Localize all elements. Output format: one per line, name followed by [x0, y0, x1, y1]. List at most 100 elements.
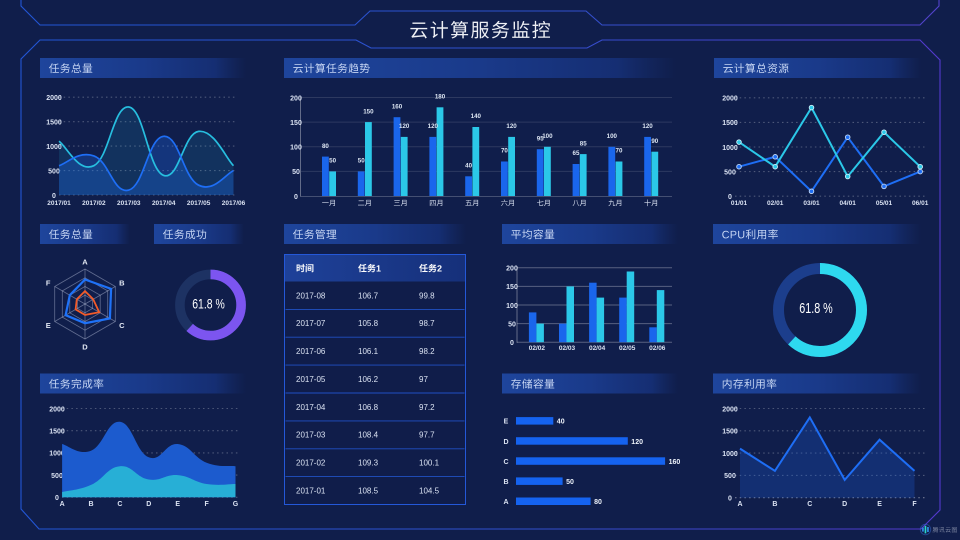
svg-text:C: C	[503, 459, 508, 466]
svg-text:A: A	[82, 257, 88, 266]
svg-text:500: 500	[724, 169, 736, 176]
svg-text:2000: 2000	[49, 406, 65, 413]
svg-text:120: 120	[428, 123, 439, 130]
svg-text:109.3: 109.3	[358, 459, 379, 468]
svg-text:95: 95	[537, 135, 544, 142]
svg-text:200: 200	[290, 95, 302, 102]
svg-text:100: 100	[542, 133, 553, 140]
svg-text:1000: 1000	[722, 145, 738, 152]
svg-text:2017-02: 2017-02	[296, 459, 326, 468]
svg-text:50: 50	[329, 158, 336, 165]
svg-text:61.8 %: 61.8 %	[192, 296, 225, 312]
svg-text:50: 50	[508, 321, 516, 328]
svg-text:B: B	[503, 479, 508, 486]
svg-text:C: C	[117, 501, 122, 508]
svg-text:40: 40	[465, 163, 472, 170]
svg-text:2017/02: 2017/02	[82, 200, 106, 207]
svg-text:02/04: 02/04	[589, 345, 606, 352]
svg-text:2000: 2000	[46, 95, 62, 102]
svg-text:0: 0	[294, 194, 298, 201]
svg-text:02/01: 02/01	[767, 200, 784, 207]
svg-text:1500: 1500	[49, 429, 65, 436]
svg-text:B: B	[119, 279, 125, 288]
svg-text:108.4: 108.4	[358, 431, 379, 440]
svg-text:01/01: 01/01	[731, 200, 748, 207]
svg-text:1500: 1500	[46, 120, 62, 127]
svg-text:A: A	[737, 501, 742, 508]
svg-text:100: 100	[607, 133, 618, 140]
svg-text:150: 150	[363, 108, 374, 115]
svg-text:2000: 2000	[722, 406, 738, 413]
svg-text:61.8 %: 61.8 %	[799, 300, 833, 317]
svg-text:50: 50	[358, 158, 365, 165]
svg-text:106.8: 106.8	[358, 403, 379, 412]
svg-text:70: 70	[501, 148, 508, 155]
svg-text:2017-08: 2017-08	[296, 291, 326, 300]
svg-text:2017/03: 2017/03	[117, 200, 141, 207]
svg-text:B: B	[88, 501, 93, 508]
svg-text:500: 500	[48, 168, 60, 175]
svg-text:160: 160	[669, 459, 681, 466]
svg-text:0: 0	[52, 193, 56, 200]
svg-text:2017-05: 2017-05	[296, 375, 326, 384]
svg-text:150: 150	[506, 284, 518, 291]
svg-text:0: 0	[510, 340, 514, 347]
svg-text:2017/06: 2017/06	[222, 200, 246, 207]
svg-text:B: B	[772, 501, 777, 508]
svg-text:D: D	[503, 439, 508, 446]
svg-text:160: 160	[392, 103, 403, 110]
svg-text:1000: 1000	[722, 451, 738, 458]
svg-text:99.8: 99.8	[419, 291, 435, 300]
svg-text:106.2: 106.2	[358, 375, 379, 384]
svg-text:03/01: 03/01	[803, 200, 820, 207]
svg-text:120: 120	[399, 123, 410, 130]
svg-text:97: 97	[419, 375, 428, 384]
svg-text:2017/05: 2017/05	[187, 200, 211, 207]
svg-text:2017-06: 2017-06	[296, 347, 326, 356]
svg-text:1000: 1000	[49, 451, 65, 458]
svg-text:2017-03: 2017-03	[296, 431, 326, 440]
svg-text:E: E	[46, 321, 51, 330]
svg-text:05/01: 05/01	[876, 200, 893, 207]
svg-text:150: 150	[290, 120, 302, 127]
svg-text:0: 0	[55, 495, 59, 502]
svg-text:50: 50	[566, 479, 574, 486]
svg-text:E: E	[175, 501, 180, 508]
svg-text:D: D	[842, 501, 847, 508]
svg-text:C: C	[807, 501, 812, 508]
svg-text:65: 65	[573, 150, 580, 157]
svg-text:97.7: 97.7	[419, 431, 435, 440]
svg-text:D: D	[82, 342, 88, 351]
svg-text:85: 85	[580, 140, 587, 147]
svg-text:40: 40	[557, 419, 565, 426]
svg-text:06/01: 06/01	[912, 200, 929, 207]
svg-text:140: 140	[471, 113, 482, 120]
svg-text:104.5: 104.5	[419, 486, 440, 495]
svg-text:98.2: 98.2	[419, 347, 435, 356]
svg-text:500: 500	[51, 473, 63, 480]
svg-text:106.7: 106.7	[358, 291, 379, 300]
svg-text:100.1: 100.1	[419, 459, 440, 468]
svg-text:A: A	[503, 499, 508, 506]
svg-text:1000: 1000	[46, 144, 62, 151]
svg-text:180: 180	[435, 94, 446, 101]
svg-text:E: E	[877, 501, 882, 508]
svg-text:D: D	[146, 501, 151, 508]
svg-text:98.7: 98.7	[419, 319, 435, 328]
svg-text:G: G	[233, 501, 239, 508]
svg-text:80: 80	[594, 499, 602, 506]
svg-text:1500: 1500	[722, 120, 738, 127]
svg-text:1500: 1500	[722, 429, 738, 436]
svg-text:2017-01: 2017-01	[296, 486, 326, 495]
svg-text:0: 0	[728, 194, 732, 201]
svg-text:02/02: 02/02	[529, 345, 546, 352]
svg-text:F: F	[912, 501, 917, 508]
svg-text:2000: 2000	[722, 96, 738, 103]
svg-text:2017/04: 2017/04	[152, 200, 176, 207]
svg-text:120: 120	[642, 123, 653, 130]
svg-text:02/05: 02/05	[619, 345, 636, 352]
svg-text:500: 500	[724, 473, 736, 480]
svg-text:F: F	[46, 279, 51, 288]
svg-text:2017/01: 2017/01	[47, 200, 71, 207]
svg-text:A: A	[60, 501, 65, 508]
